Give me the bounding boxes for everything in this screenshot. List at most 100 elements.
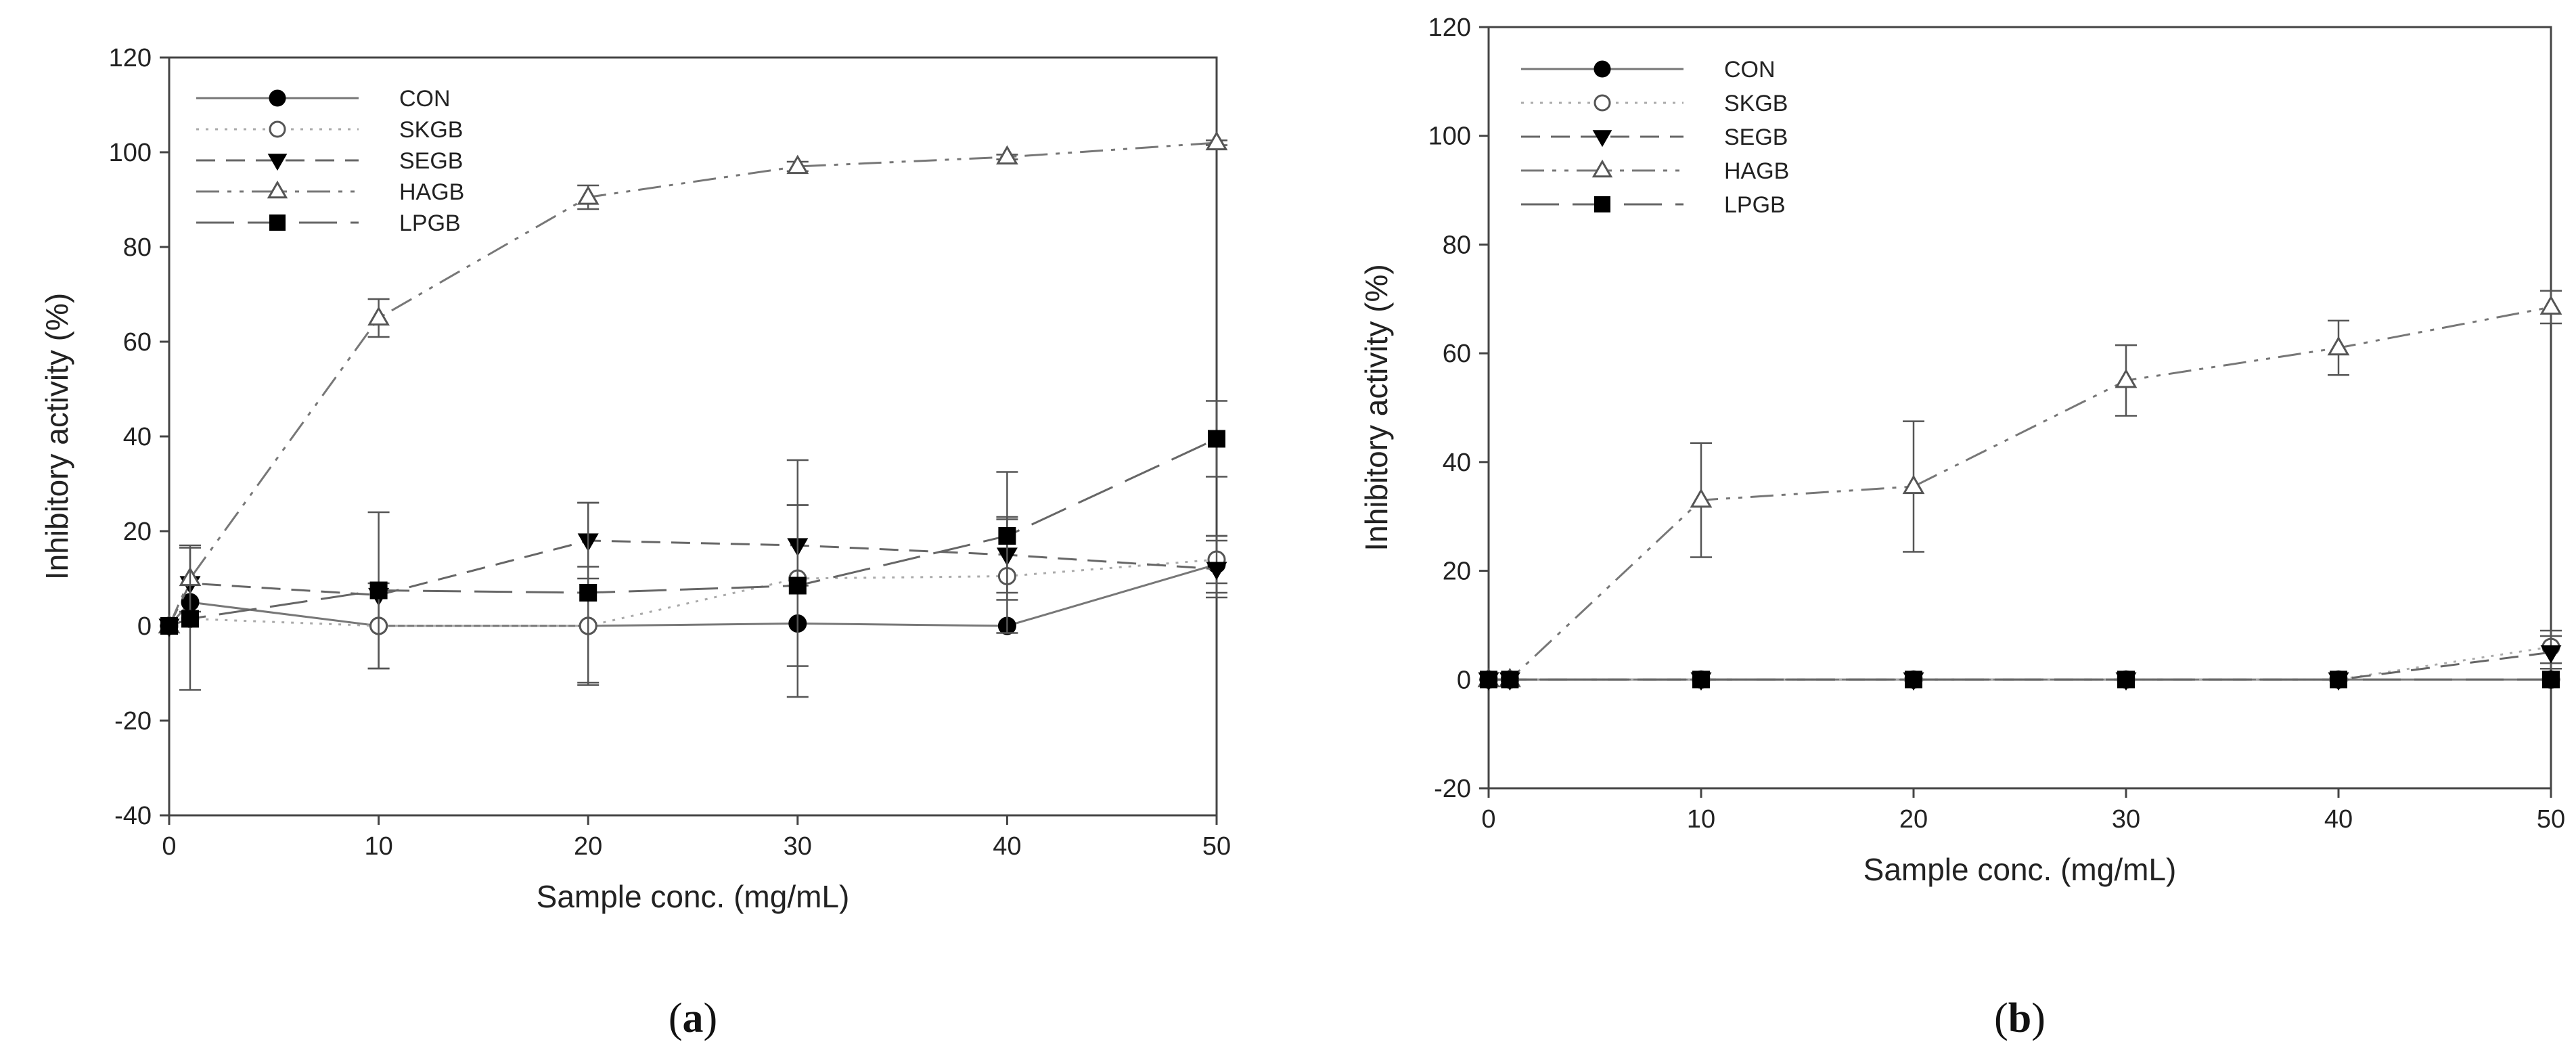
data-point (1205, 131, 1228, 151)
y-tick-label: -20 (114, 707, 152, 736)
legend-label: SEGB (1724, 125, 1788, 150)
legend-label: SEGB (399, 148, 463, 174)
legend-marker (1594, 94, 1611, 112)
data-point (1501, 671, 1519, 689)
legend-label: SKGB (1724, 91, 1788, 116)
legend-marker (1594, 60, 1611, 78)
series-line (1489, 646, 2552, 681)
data-point (2540, 645, 2562, 664)
data-point (1690, 488, 1713, 508)
data-point (2327, 336, 2350, 356)
x-tick-label: 30 (784, 832, 812, 861)
panel-label: (b) (1994, 995, 2046, 1041)
legend-marker (269, 89, 286, 107)
series-segb (158, 501, 1227, 637)
legend-marker (1594, 196, 1610, 212)
data-point (367, 306, 390, 326)
y-axis-title: Inhibitory activity (%) (1359, 264, 1394, 551)
legend-label: HAGB (399, 179, 464, 205)
data-point (998, 527, 1016, 545)
x-axis-title: Sample conc. (mg/mL) (537, 879, 850, 914)
data-point (996, 145, 1018, 165)
data-point (788, 576, 807, 595)
legend-label: CON (399, 86, 451, 112)
y-tick-label: 100 (1428, 122, 1471, 151)
legend: CON SKGB SEGB HAGB LPGB (196, 86, 464, 236)
data-point (2117, 671, 2135, 689)
legend-item-segb: SEGB (1521, 125, 1788, 150)
plot-frame (168, 56, 1218, 817)
series-skgb (160, 459, 1227, 698)
x-tick-label: 20 (1899, 805, 1928, 834)
x-tick-label: 40 (2324, 805, 2353, 834)
data-point (2115, 368, 2138, 388)
legend-label: LPGB (1724, 192, 1786, 218)
data-point (1480, 671, 1497, 689)
plot-frame (1487, 26, 2552, 790)
legend-label: HAGB (1724, 158, 1789, 184)
data-point (160, 617, 178, 635)
x-tick-label: 10 (1687, 805, 1715, 834)
series-line (168, 438, 1217, 627)
y-tick-label: 80 (123, 233, 152, 262)
x-tick-label: 0 (1481, 805, 1495, 834)
series-con (160, 535, 1227, 635)
chart-panel-a: -40 -20 0 20 40 60 80 100 120 0 10 20 30 40 50 Sample c… (39, 44, 1231, 1041)
data-point (1905, 671, 1922, 689)
y-axis-title: Inhibitory activity (%) (39, 293, 74, 580)
y-tick-label: 0 (1457, 666, 1471, 694)
chart-panel-b: -20 0 20 40 60 80 100 120 0 10 20 30 40 50 Sample conc… (1359, 14, 2565, 1041)
series-lpgb (160, 400, 1227, 691)
y-tick-label: 60 (123, 328, 152, 357)
y-tick-label: 80 (1443, 231, 1471, 259)
legend-marker (1592, 130, 1612, 148)
y-tick-label: 20 (123, 518, 152, 546)
data-point (786, 154, 809, 175)
data-point (2539, 295, 2562, 315)
legend-item-skgb: SKGB (196, 117, 463, 143)
data-point (1692, 671, 1710, 689)
legend-marker (267, 180, 288, 199)
legend-item-con: CON (1521, 57, 1776, 83)
x-tick-label: 20 (574, 832, 602, 861)
data-point (369, 581, 388, 600)
x-tick-label: 10 (364, 832, 392, 861)
data-point (1206, 562, 1227, 581)
x-tick-label: 0 (162, 832, 176, 861)
data-point (2542, 671, 2560, 689)
y-tick-label: 40 (123, 423, 152, 451)
x-tick-label: 30 (2112, 805, 2140, 834)
series-line (168, 563, 1217, 627)
series-line (168, 539, 1217, 627)
legend-marker (269, 214, 286, 231)
legend-item-hagb: HAGB (196, 179, 464, 205)
legend-item-con: CON (196, 86, 451, 112)
y-tick-label: 40 (1443, 449, 1471, 477)
series-line (1489, 651, 2552, 681)
series-hagb (1477, 290, 2562, 687)
legend-marker (267, 154, 288, 171)
y-tick-label: 120 (109, 44, 152, 72)
y-tick-label: 20 (1443, 558, 1471, 586)
legend-label: CON (1724, 57, 1776, 83)
legend-item-segb: SEGB (196, 148, 463, 174)
y-tick-label: 0 (137, 612, 152, 641)
legend-item-lpgb: LPGB (1521, 192, 1786, 218)
x-tick-label: 50 (1202, 832, 1231, 861)
data-point (1208, 430, 1225, 448)
data-point (181, 610, 199, 628)
data-point (2330, 671, 2347, 689)
legend-item-hagb: HAGB (1521, 158, 1789, 184)
series-line (168, 141, 1217, 627)
x-tick-label: 40 (993, 832, 1021, 861)
y-tick-label: 60 (1443, 340, 1471, 368)
legend-item-lpgb: LPGB (196, 210, 461, 236)
data-point (579, 584, 597, 602)
series-lpgb (1480, 671, 2560, 689)
legend: CON SKGB SEGB HAGB LPGB (1521, 57, 1789, 218)
legend-marker (269, 120, 286, 138)
legend-label: LPGB (399, 210, 461, 236)
series-line (1489, 306, 2552, 681)
legend-label: SKGB (399, 117, 463, 143)
